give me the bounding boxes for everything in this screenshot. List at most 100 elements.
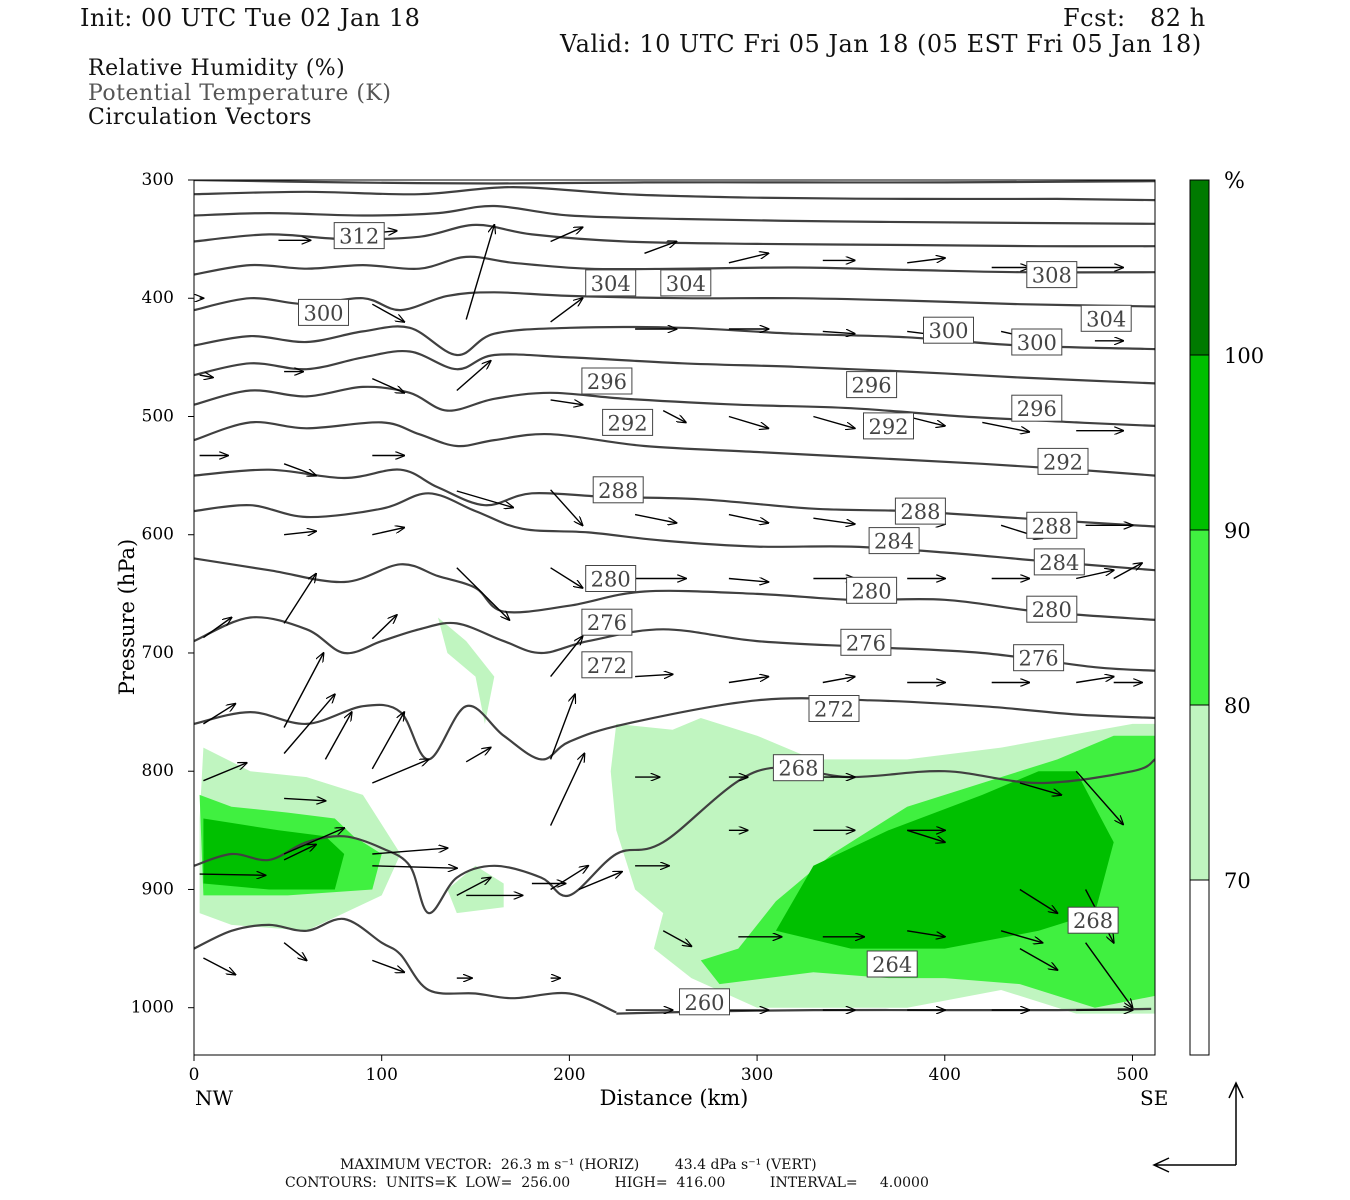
y-tick-label: 800 bbox=[142, 761, 174, 781]
contour-label: 276 bbox=[846, 631, 886, 655]
circulation-vector bbox=[578, 872, 622, 891]
circulation-vector bbox=[283, 653, 323, 728]
contour-label: 292 bbox=[868, 415, 908, 439]
rh-region-90 bbox=[775, 771, 1114, 949]
legend-vectors-title: Circulation Vectors bbox=[88, 105, 312, 130]
contour-label: 300 bbox=[928, 319, 968, 343]
contour-label: 268 bbox=[1073, 909, 1113, 933]
contour-label: 284 bbox=[874, 530, 914, 554]
y-tick-label: 500 bbox=[142, 406, 174, 426]
contour-label: 292 bbox=[1043, 450, 1083, 474]
circulation-vector bbox=[550, 399, 583, 405]
contour-label: 280 bbox=[852, 579, 892, 603]
x-tick-label: 0 bbox=[189, 1065, 200, 1085]
colorbar-80-90 bbox=[1189, 529, 1210, 706]
circulation-vector bbox=[1000, 930, 1042, 943]
contour-label-box bbox=[333, 222, 385, 250]
circulation-vector bbox=[372, 528, 404, 536]
contour-label: 280 bbox=[591, 568, 631, 592]
contour-label: 308 bbox=[1032, 264, 1072, 288]
theta-contour-304 bbox=[194, 325, 1155, 357]
y-tick-label: 1000 bbox=[131, 998, 174, 1018]
contour-label-box bbox=[585, 269, 637, 297]
circulation-vector bbox=[822, 677, 855, 684]
rh-region-70 bbox=[438, 617, 495, 724]
circulation-vector bbox=[1085, 942, 1133, 1008]
valid-time: Valid: 10 UTC Fri 05 Jan 18 (05 EST Fri … bbox=[560, 30, 1202, 58]
colorbar-below-70 bbox=[1189, 879, 1210, 1056]
circulation-vector bbox=[283, 942, 307, 961]
x-tick-label: 500 bbox=[1116, 1065, 1148, 1085]
circulation-vector bbox=[907, 258, 945, 264]
x-axis-label: Distance (km) bbox=[600, 1086, 749, 1110]
contour-label: 280 bbox=[1032, 598, 1072, 622]
circulation-vector bbox=[644, 242, 677, 254]
circulation-vector bbox=[982, 421, 1029, 432]
theta-contour-272 bbox=[194, 697, 1155, 761]
circulation-vector bbox=[1019, 782, 1061, 795]
x-left-end-label: NW bbox=[195, 1086, 234, 1110]
forecast-hour: Fcst: 82 h bbox=[1063, 4, 1206, 32]
x-tick-label: 300 bbox=[741, 1065, 773, 1085]
contour-label-box bbox=[581, 651, 633, 679]
contour-label: 288 bbox=[900, 500, 940, 524]
contour-label-box bbox=[840, 628, 892, 656]
circulation-vector bbox=[372, 848, 447, 855]
circulation-vector bbox=[728, 415, 768, 429]
contour-label-box bbox=[585, 565, 637, 592]
circulation-vector bbox=[728, 253, 768, 264]
contour-label: 312 bbox=[339, 225, 379, 249]
contour-info-note: CONTOURS: UNITS=K LOW= 256.00 HIGH= 416.… bbox=[285, 1175, 929, 1191]
contour-label-box bbox=[1026, 261, 1078, 289]
contour-label: 292 bbox=[608, 411, 648, 435]
theta-contour-300 bbox=[194, 349, 1155, 385]
contour-label: 304 bbox=[591, 272, 631, 296]
contour-label: 304 bbox=[666, 272, 706, 296]
contour-label-box bbox=[1013, 644, 1065, 672]
circulation-vector bbox=[456, 490, 513, 508]
theta-contour-264 bbox=[194, 917, 617, 1014]
circulation-vector bbox=[1076, 677, 1114, 684]
contour-label-box bbox=[592, 476, 644, 504]
circulation-vector bbox=[465, 748, 490, 763]
y-tick-label: 600 bbox=[142, 525, 174, 545]
theta-contour-280 bbox=[194, 557, 1155, 621]
contour-label: 272 bbox=[814, 698, 854, 722]
circulation-vector bbox=[550, 298, 583, 323]
circulation-vector bbox=[203, 704, 235, 725]
circulation-vector bbox=[549, 754, 585, 826]
contour-label-box bbox=[581, 367, 633, 395]
legend-rh-title: Relative Humidity (%) bbox=[88, 56, 346, 81]
contour-label: 276 bbox=[587, 611, 627, 635]
colorbar-level-label: 90 bbox=[1224, 519, 1251, 543]
contour-label-box bbox=[581, 608, 633, 636]
contour-label: 300 bbox=[1017, 331, 1057, 355]
colorbar-90-100 bbox=[1189, 354, 1210, 531]
legend-theta-title: Potential Temperature (K) bbox=[88, 81, 392, 106]
circulation-vector bbox=[203, 957, 235, 975]
circulation-vector bbox=[1113, 563, 1142, 580]
colorbar-level-label: 70 bbox=[1224, 869, 1251, 893]
circulation-vector bbox=[283, 845, 316, 861]
contour-label-box bbox=[1011, 328, 1063, 356]
circulation-vector bbox=[550, 567, 583, 588]
circulation-vector bbox=[662, 409, 686, 423]
circulation-vector bbox=[1019, 947, 1058, 970]
contour-label: 284 bbox=[1039, 551, 1079, 575]
contour-label: 276 bbox=[1019, 647, 1059, 671]
contour-label-box bbox=[1011, 394, 1063, 422]
circulation-vector bbox=[283, 463, 316, 476]
circulation-vector bbox=[634, 513, 676, 523]
plot-frame bbox=[193, 179, 1156, 1056]
contour-label-box bbox=[846, 371, 898, 399]
colorbar-70-80 bbox=[1189, 704, 1210, 881]
circulation-vector bbox=[728, 677, 768, 684]
circulation-vector bbox=[372, 759, 428, 784]
circulation-vector bbox=[456, 361, 491, 392]
circulation-vector bbox=[635, 674, 673, 676]
theta-contour-276 bbox=[194, 616, 1155, 672]
circulation-vector bbox=[550, 227, 583, 243]
contour-label: 296 bbox=[587, 370, 627, 394]
contour-label-box bbox=[298, 298, 349, 326]
circulation-vector bbox=[203, 763, 246, 782]
